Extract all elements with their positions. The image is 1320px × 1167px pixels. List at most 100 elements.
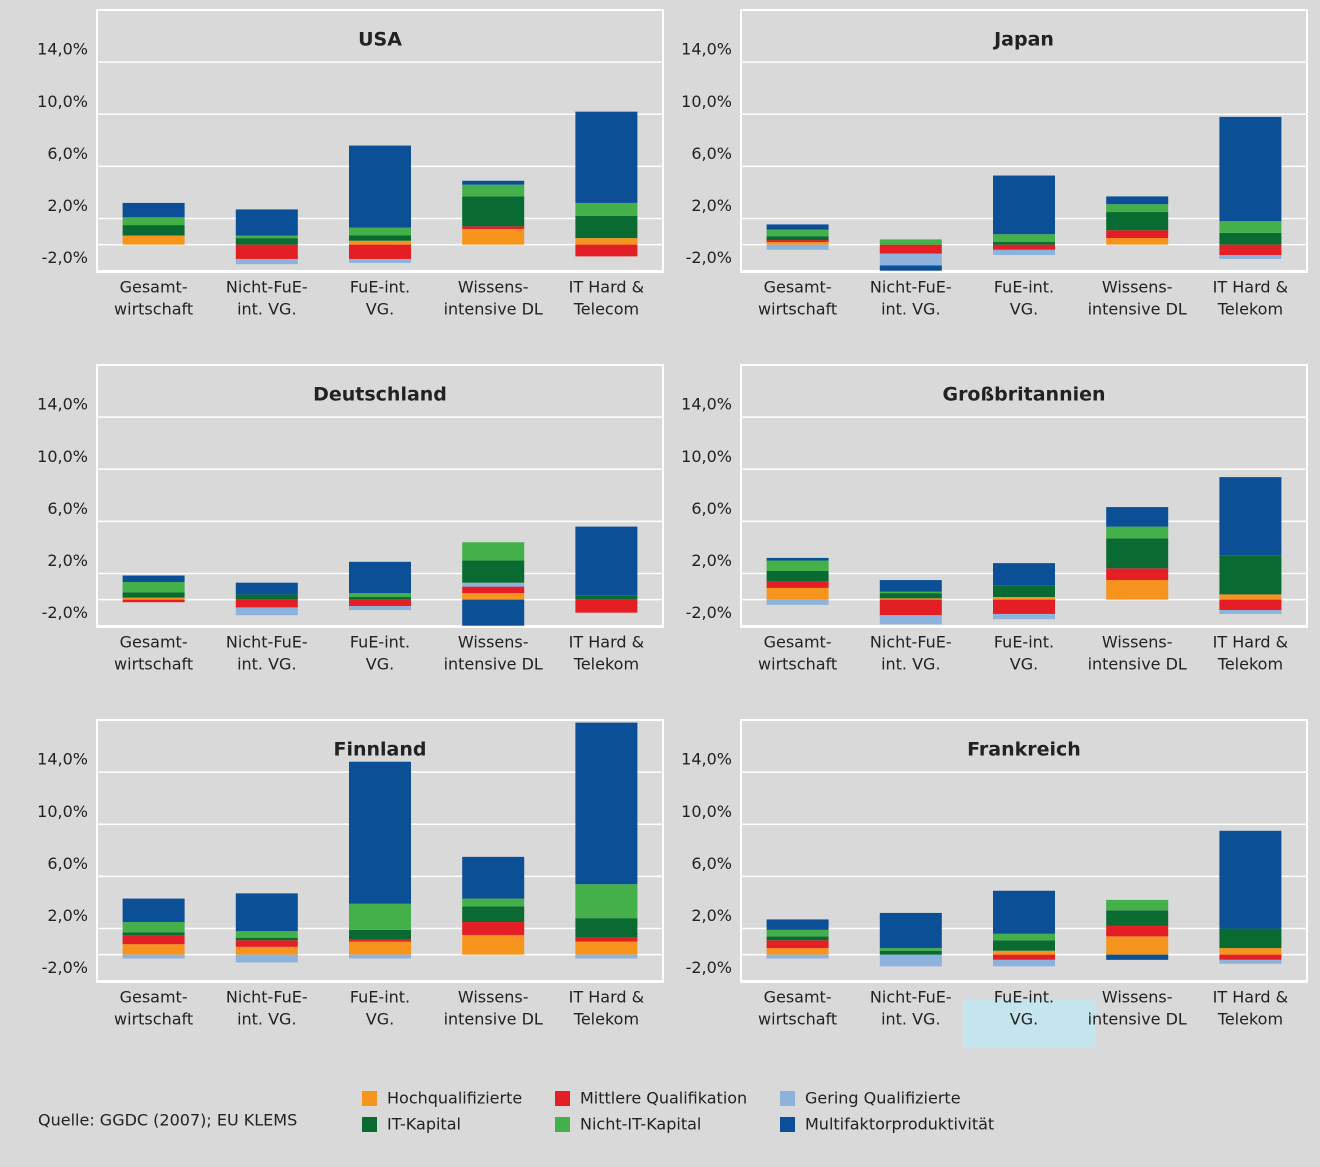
bar-segment	[1106, 230, 1169, 239]
bar-segment	[993, 175, 1055, 235]
y-tick-label: 6,0%	[47, 144, 88, 163]
x-tick-label: Gesamt-	[120, 633, 188, 652]
bar-segment	[462, 184, 525, 197]
bar-segment	[575, 941, 638, 955]
bar-segment	[993, 599, 1055, 614]
legend-swatch	[780, 1117, 795, 1132]
bar-segment	[122, 597, 185, 600]
bar-segment	[993, 940, 1055, 951]
bar-segment	[349, 599, 411, 607]
x-tick-label: Nicht-FuE-	[226, 633, 308, 652]
bar-segment	[575, 954, 638, 959]
bar-segment	[1106, 212, 1169, 231]
x-tick-label: VG.	[366, 1010, 394, 1029]
bar-segment	[879, 912, 942, 949]
bar-segment	[349, 938, 411, 942]
bar-segment	[122, 582, 185, 593]
bar-segment	[349, 941, 411, 955]
y-tick-label: 10,0%	[37, 92, 88, 111]
bar-segment	[235, 946, 298, 955]
bar-segment	[122, 217, 185, 226]
bar-segment	[993, 597, 1055, 600]
bar-segment	[879, 265, 942, 271]
bar-segment	[575, 202, 638, 216]
bar-segment	[1219, 232, 1282, 245]
y-tick-label: -2,0%	[42, 958, 88, 977]
bar-segment	[462, 856, 525, 899]
bar-segment	[993, 234, 1055, 243]
bar-segment	[349, 227, 411, 236]
legend-swatch	[362, 1091, 377, 1106]
bar-segment	[993, 890, 1055, 934]
bar-segment	[1106, 204, 1169, 213]
bar-segment	[122, 235, 185, 245]
x-tick-label: Nicht-FuE-	[226, 988, 308, 1007]
y-tick-label: 10,0%	[681, 447, 732, 466]
bar-segment	[766, 240, 829, 243]
y-tick-label: 10,0%	[37, 802, 88, 821]
bar-segment	[766, 244, 829, 250]
bar-segment	[1219, 948, 1282, 955]
chart-title: Finnland	[333, 739, 426, 761]
bar-segment	[122, 225, 185, 236]
x-tick-label: VG.	[366, 300, 394, 319]
bar-segment	[1219, 954, 1282, 960]
chart-title: Deutschland	[313, 384, 447, 406]
y-tick-label: 2,0%	[47, 551, 88, 570]
y-tick-label: 14,0%	[37, 395, 88, 414]
bar-segment	[766, 954, 829, 959]
bar-segment	[993, 242, 1055, 245]
x-tick-label: intensive DL	[444, 655, 543, 674]
selection-highlight	[963, 1000, 1096, 1048]
bar-segment	[993, 563, 1055, 586]
bar-segment	[766, 929, 829, 937]
bar-segment	[1106, 899, 1169, 911]
bar-segment	[575, 937, 638, 942]
bar-segment	[879, 593, 942, 599]
bar-segment	[993, 954, 1055, 960]
bar-segment	[349, 954, 411, 959]
bar-segment	[1219, 477, 1282, 556]
bar-segment	[766, 229, 829, 237]
y-tick-label: -2,0%	[686, 248, 732, 267]
bar-segment	[462, 542, 525, 561]
x-tick-label: wirtschaft	[114, 300, 193, 319]
x-tick-label: Telekom	[573, 1010, 639, 1029]
bar-segment	[575, 238, 638, 245]
bar-segment	[235, 238, 298, 245]
x-tick-label: Telekom	[1217, 300, 1283, 319]
bar-segment	[575, 111, 638, 203]
y-tick-label: 10,0%	[681, 802, 732, 821]
x-tick-label: Nicht-FuE-	[870, 988, 952, 1007]
bar-segment	[575, 599, 638, 613]
legend-label: Multifaktorproduktivität	[805, 1115, 994, 1134]
x-tick-label: Wissens-	[1102, 633, 1173, 652]
y-tick-label: -2,0%	[686, 958, 732, 977]
bar-segment	[879, 954, 942, 967]
bar-segment	[575, 595, 638, 600]
bar-segment	[575, 884, 638, 919]
x-tick-label: intensive DL	[1088, 1010, 1187, 1029]
bar-segment	[1219, 928, 1282, 949]
legend-label: Gering Qualifizierte	[805, 1089, 961, 1108]
y-tick-label: 6,0%	[691, 144, 732, 163]
x-tick-label: IT Hard &	[1213, 278, 1288, 297]
plot-frame	[96, 9, 664, 273]
bar-segment	[575, 244, 638, 257]
bar-segment	[766, 570, 829, 582]
legend-label: Hochqualifizierte	[387, 1089, 522, 1108]
bar-segment	[766, 599, 829, 605]
bar-segment	[122, 932, 185, 936]
x-tick-label: IT Hard &	[1213, 633, 1288, 652]
bar-segment	[1106, 580, 1169, 600]
bar-segment	[1106, 910, 1169, 926]
bar-segment	[766, 560, 829, 571]
bar-segment	[235, 594, 298, 600]
x-tick-label: FuE-int.	[994, 988, 1054, 1007]
bar-segment	[462, 180, 525, 185]
bar-segment	[122, 935, 185, 945]
x-tick-label: IT Hard &	[569, 633, 644, 652]
y-tick-label: 14,0%	[37, 750, 88, 769]
bar-segment	[462, 582, 525, 587]
